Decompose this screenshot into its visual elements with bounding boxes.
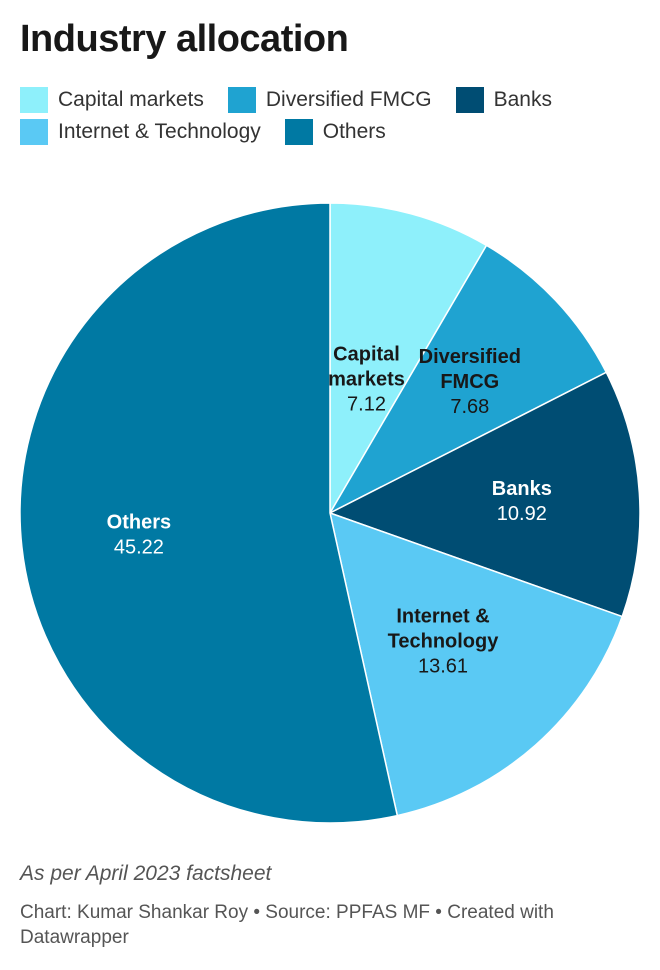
legend-label: Others [322, 120, 386, 143]
legend-item-capital-markets: Capital markets [20, 86, 204, 114]
slice-label-name: FMCG [440, 371, 499, 393]
slice-label-capital-markets: Capital markets 7.12 [328, 343, 405, 415]
slice-label-name: Others [107, 512, 171, 534]
slice-label-name: Banks [492, 478, 552, 500]
slice-label-value: 45.22 [114, 537, 164, 559]
slice-label-value: 10.92 [497, 503, 547, 525]
slice-label-name: Diversified [419, 346, 521, 368]
legend-label: Banks [493, 88, 552, 111]
footnote: As per April 2023 factsheet [20, 862, 272, 885]
slice-label-name: Capital [333, 343, 400, 365]
pie-chart: Capital markets 7.12 Diversified FMCG 7.68 Ban… [19, 202, 641, 824]
slice-label-name: markets [328, 368, 405, 390]
legend-item-banks: Banks [455, 86, 552, 114]
slice-label-banks: Banks 10.92 [492, 478, 552, 525]
slice-label-internet-technology: Internet & Technology 13.61 [388, 606, 500, 678]
legend-label: Diversified FMCG [265, 88, 432, 111]
slice-label-diversified-fmcg: Diversified FMCG 7.68 [419, 346, 521, 418]
legend-item-others: Others [284, 118, 386, 146]
slice-label-value: 13.61 [418, 656, 468, 678]
legend-item-diversified-fmcg: Diversified FMCG [227, 86, 432, 114]
legend: Capital markets Diversified FMCG Banks I… [20, 86, 650, 146]
legend-swatch [227, 87, 256, 113]
pie-slice-internet-technology [328, 511, 624, 817]
slice-labels: Capital markets 7.12 Diversified FMCG 7.68 Ban… [107, 343, 552, 677]
pie-slices [19, 202, 641, 824]
legend-swatch [284, 119, 313, 145]
source-credit: Chart: Kumar Shankar Roy • Source: PPFAS… [20, 902, 554, 948]
legend-item-internet-technology: Internet & Technology [20, 118, 261, 146]
legend-label: Capital markets [58, 88, 204, 111]
legend-swatch [455, 87, 484, 113]
slice-label-name: Technology [388, 631, 500, 653]
legend-swatch [20, 119, 48, 145]
pie-slice-capital-markets [329, 202, 488, 516]
chart-title: Industry allocation [20, 18, 349, 60]
legend-label: Internet & Technology [58, 120, 261, 143]
slice-label-value: 7.12 [347, 393, 386, 415]
slice-label-others: Others 45.22 [107, 512, 171, 559]
legend-swatch [20, 87, 48, 113]
slice-label-value: 7.68 [450, 396, 489, 418]
pie-slice-diversified-fmcg [328, 244, 608, 515]
slice-label-name: Internet & [396, 606, 489, 628]
pie-slice-others [19, 202, 399, 824]
pie-slice-banks [328, 371, 641, 618]
